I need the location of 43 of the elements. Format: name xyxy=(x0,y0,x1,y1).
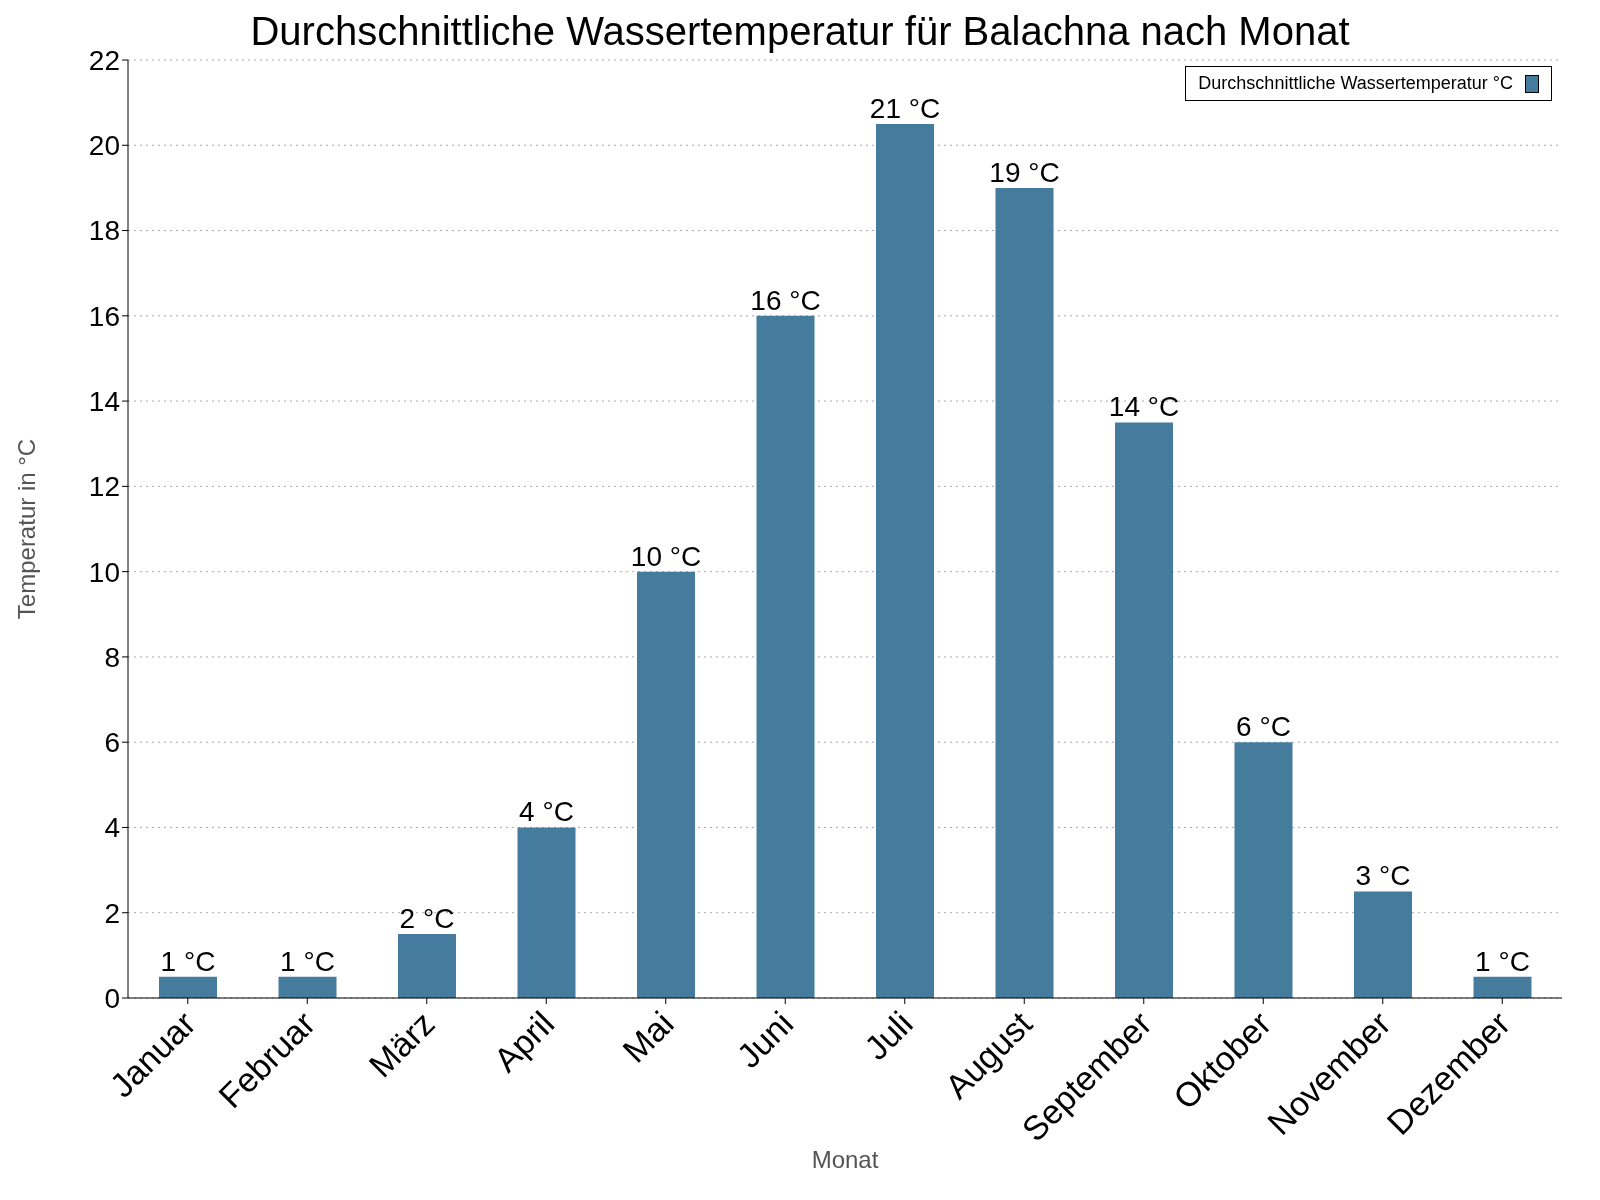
x-axis-title: Monat xyxy=(811,1146,879,1173)
bar xyxy=(517,827,576,998)
y-axis-title: Temperatur in °C xyxy=(12,438,40,620)
data-label: 1 °C xyxy=(280,945,335,977)
y-tick-label: 8 xyxy=(104,641,120,673)
y-tick-label: 20 xyxy=(88,130,120,162)
data-label: 14 °C xyxy=(1108,391,1180,423)
y-tick-label: 6 xyxy=(104,727,120,759)
bar xyxy=(398,934,456,998)
bar xyxy=(756,315,815,998)
data-label: 19 °C xyxy=(989,156,1060,188)
bar xyxy=(1234,742,1293,998)
x-tick-label: Juni xyxy=(729,1004,801,1076)
x-tick-label: Mai xyxy=(615,1004,681,1070)
data-label: 4 °C xyxy=(519,796,574,828)
data-label: 2 °C xyxy=(399,903,455,935)
y-tick-label: 0 xyxy=(104,982,120,1014)
x-tick-label: Juli xyxy=(856,1004,920,1068)
bar xyxy=(876,123,934,998)
legend-label: Durchschnittliche Wassertemperatur °C xyxy=(1198,73,1513,94)
y-tick-label: 16 xyxy=(88,300,120,332)
data-label: 3 °C xyxy=(1355,860,1411,892)
data-label: 10 °C xyxy=(630,540,702,572)
y-tick-label: 4 xyxy=(104,812,120,844)
bar xyxy=(1473,976,1532,998)
chart-title: Durchschnittliche Wassertemperatur für Balachna nach Monat xyxy=(250,9,1350,53)
y-tick-label: 14 xyxy=(88,386,120,418)
bar xyxy=(995,187,1054,998)
y-tick-label: 10 xyxy=(88,556,120,588)
y-tick-label: 22 xyxy=(88,44,120,76)
y-tick-label: 18 xyxy=(88,215,120,247)
data-label: 16 °C xyxy=(750,284,821,316)
bar xyxy=(278,976,337,998)
data-label: 6 °C xyxy=(1236,711,1291,743)
bar xyxy=(637,571,695,998)
data-label: 1 °C xyxy=(1475,945,1530,977)
data-label: 21 °C xyxy=(869,92,941,124)
bar xyxy=(1354,891,1412,998)
y-tick-label: 12 xyxy=(88,471,120,503)
bar xyxy=(1115,422,1173,998)
data-label: 1 °C xyxy=(160,945,216,977)
y-tick-label: 2 xyxy=(104,897,120,929)
bar xyxy=(159,976,217,998)
